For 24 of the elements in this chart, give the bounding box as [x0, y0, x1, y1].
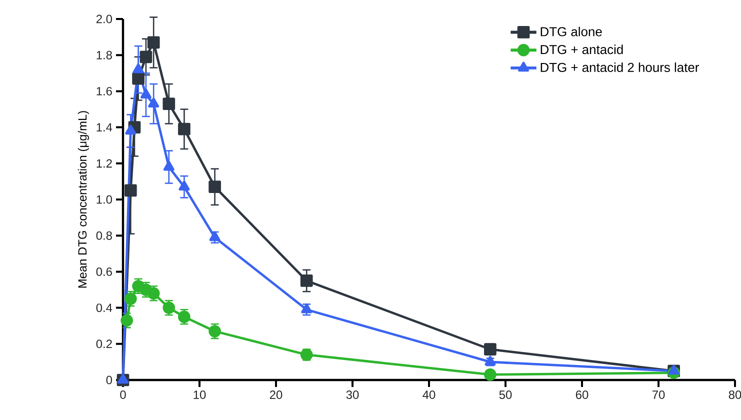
y-tick-label: 2.0 — [96, 14, 112, 24]
legend-label: DTG alone — [540, 26, 602, 36]
y-tick-label: 1.2 — [96, 159, 112, 168]
y-tick-label: 0.6 — [96, 267, 112, 276]
x-tick-label: 80 — [728, 390, 741, 399]
x-tick-label: 0 — [120, 390, 126, 399]
y-tick-label: 0 — [106, 376, 112, 384]
y-tick-label: 1.4 — [96, 123, 112, 132]
x-tick-label: 40 — [422, 390, 436, 399]
y-axis-title: Mean DTG concentration (μg/mL) — [78, 111, 90, 288]
y-tick-label: 1.6 — [96, 86, 112, 96]
legend-label: DTG + antacid — [540, 44, 623, 54]
x-tick-label: 70 — [652, 390, 665, 399]
y-tick-label: 0.4 — [96, 304, 112, 312]
y-tick-label: 1.0 — [96, 195, 112, 204]
x-tick-label: 50 — [499, 390, 512, 399]
y-tick-label: 1.8 — [96, 50, 112, 60]
legend-label: DTG + antacid 2 hours later — [540, 62, 699, 72]
y-tick-label: 0.2 — [96, 340, 112, 348]
x-tick-label: 30 — [346, 390, 359, 399]
x-tick-label: 10 — [194, 390, 206, 399]
x-tick-label: 60 — [576, 390, 588, 399]
x-tick-label: 20 — [270, 390, 282, 399]
y-tick-label: 0.8 — [96, 231, 112, 240]
